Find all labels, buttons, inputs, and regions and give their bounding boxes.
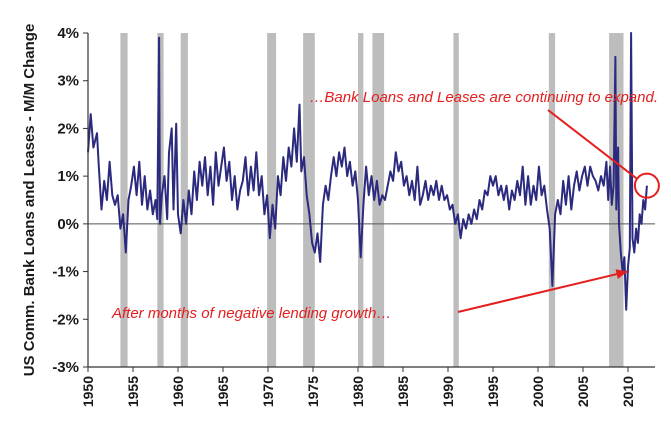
- annotation-text-expand: …Bank Loans and Leases are continuing to…: [309, 89, 658, 106]
- recession-band: [267, 33, 277, 367]
- x-tick-label: 1975: [305, 376, 321, 407]
- recession-band: [358, 33, 364, 367]
- x-tick-label: 1950: [80, 376, 96, 407]
- x-tick-label: 1960: [170, 376, 186, 407]
- y-tick-label: -1%: [52, 264, 79, 281]
- x-tick-label: 1980: [350, 376, 366, 407]
- y-tick-label: -2%: [52, 311, 79, 328]
- series-line: [87, 32, 648, 311]
- x-axis-ticks: 1950 1955 1960 1965 1970 1975 1980 1985 1990 1995…: [80, 367, 636, 407]
- annotation-arrow-negative: [457, 270, 628, 313]
- y-tick-label: 1%: [57, 168, 79, 185]
- recession-band: [548, 33, 556, 367]
- highlight-circle: [633, 172, 660, 199]
- x-tick-label: 1990: [440, 376, 456, 407]
- x-tick-label: 2000: [530, 376, 546, 407]
- y-tick-label: 4%: [57, 25, 79, 42]
- x-tick-label: 1965: [215, 376, 231, 407]
- arrowhead: [615, 269, 628, 279]
- annotation-text-negative: After months of negative lending growth…: [111, 305, 391, 322]
- y-tick-label: 2%: [57, 120, 79, 137]
- x-tick-label: 2005: [575, 376, 591, 407]
- x-tick-label: 2010: [620, 376, 636, 407]
- x-tick-label: 1995: [485, 376, 501, 407]
- y-tick-label: 0%: [57, 216, 79, 233]
- annotation-arrow-expand: [547, 109, 638, 180]
- series-lines: [87, 32, 648, 311]
- annotations: …Bank Loans and Leases are continuing to…: [111, 89, 660, 322]
- y-axis-label: US Comm. Bank Loans and Leases - M/M Cha…: [21, 24, 38, 377]
- y-tick-label: 3%: [57, 73, 79, 90]
- recession-band: [120, 33, 128, 367]
- x-tick-label: 1970: [260, 376, 276, 407]
- recession-band: [303, 33, 315, 367]
- x-tick-label: 1955: [125, 376, 141, 407]
- y-tick-label: -3%: [52, 359, 79, 376]
- axes: [87, 33, 655, 368]
- y-axis-ticks: 4% 3% 2% 1% 0% -1% -2% -3%: [52, 25, 88, 376]
- recession-band: [453, 33, 459, 367]
- x-tick-label: 1985: [395, 376, 411, 407]
